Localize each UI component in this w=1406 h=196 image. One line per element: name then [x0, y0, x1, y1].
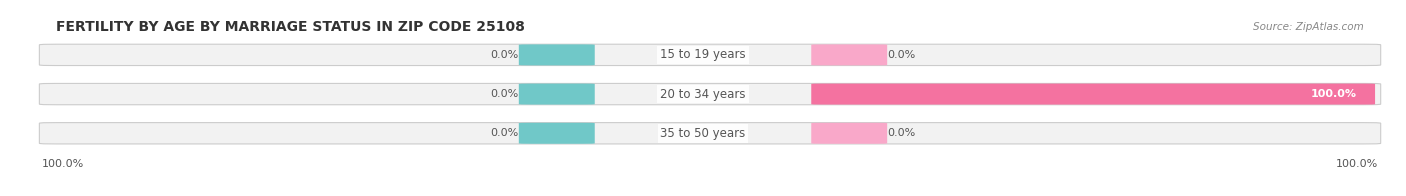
- FancyBboxPatch shape: [519, 123, 595, 144]
- FancyBboxPatch shape: [39, 83, 1381, 105]
- FancyBboxPatch shape: [811, 123, 887, 144]
- Text: 100.0%: 100.0%: [1310, 89, 1357, 99]
- Text: FERTILITY BY AGE BY MARRIAGE STATUS IN ZIP CODE 25108: FERTILITY BY AGE BY MARRIAGE STATUS IN Z…: [56, 20, 524, 34]
- Text: 100.0%: 100.0%: [42, 159, 84, 169]
- Text: 15 to 19 years: 15 to 19 years: [661, 48, 745, 61]
- FancyBboxPatch shape: [39, 44, 1381, 65]
- Text: Source: ZipAtlas.com: Source: ZipAtlas.com: [1253, 22, 1364, 32]
- Text: 0.0%: 0.0%: [491, 89, 519, 99]
- Text: 0.0%: 0.0%: [887, 128, 915, 138]
- Text: 100.0%: 100.0%: [1336, 159, 1378, 169]
- Text: 0.0%: 0.0%: [491, 128, 519, 138]
- FancyBboxPatch shape: [811, 83, 1375, 105]
- Text: 20 to 34 years: 20 to 34 years: [661, 88, 745, 101]
- Text: 0.0%: 0.0%: [491, 50, 519, 60]
- FancyBboxPatch shape: [811, 44, 887, 65]
- FancyBboxPatch shape: [519, 83, 595, 105]
- FancyBboxPatch shape: [519, 44, 595, 65]
- Text: 35 to 50 years: 35 to 50 years: [661, 127, 745, 140]
- FancyBboxPatch shape: [39, 123, 1381, 144]
- Text: 0.0%: 0.0%: [887, 50, 915, 60]
